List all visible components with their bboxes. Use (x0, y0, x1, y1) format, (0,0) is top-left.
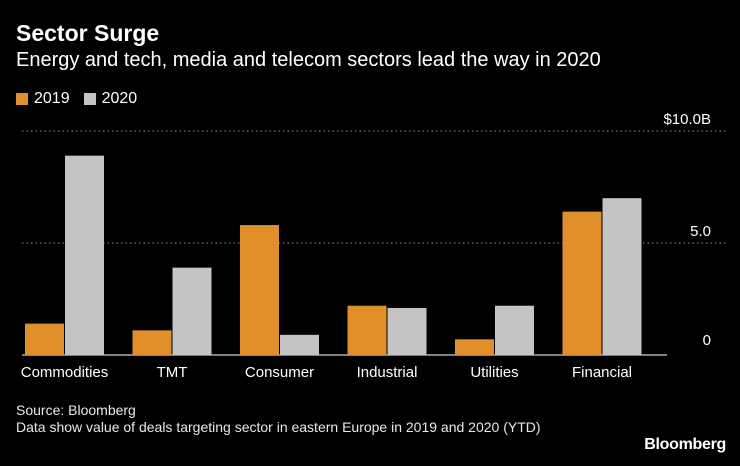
bar-commodities-2019 (25, 323, 64, 355)
y-tick-label-1: 5.0 (690, 223, 711, 240)
bar-industrial-2020 (387, 307, 427, 355)
bar-consumer-2019 (240, 225, 279, 355)
legend-swatch-2019 (16, 93, 28, 105)
x-tick-label-4: Utilities (470, 364, 518, 381)
chart-subtitle: Energy and tech, media and telecom secto… (16, 49, 601, 71)
legend-label-2020: 2020 (101, 90, 138, 107)
x-tick-label-2: Consumer (245, 364, 314, 381)
bar-commodities-2020 (65, 155, 104, 355)
legend-label-2019: 2019 (34, 90, 70, 107)
legend-item-2020: 2020 (83, 90, 138, 107)
y-tick-label-0: $10.0B (663, 111, 711, 128)
bloomberg-logo: Bloomberg (644, 436, 726, 453)
y-tick-label-2: 0 (703, 332, 711, 349)
bar-tmt-2019 (132, 330, 172, 355)
bar-financial-2020 (602, 198, 642, 355)
chart-title: Sector Surge (16, 20, 160, 46)
bar-consumer-2020 (280, 334, 319, 355)
bar-financial-2019 (562, 211, 602, 355)
bar-industrial-2019 (347, 305, 387, 355)
legend-item-2019: 2019 (16, 91, 70, 107)
x-tick-label-3: Industrial (357, 364, 418, 381)
bar-utilities-2020 (495, 305, 534, 355)
chart-footer: Source: Bloomberg Data show value of dea… (16, 402, 596, 436)
legend-swatch-2020 (83, 93, 96, 105)
x-tick-label-0: Commodities (21, 364, 109, 381)
source-note: Source: Bloomberg (16, 402, 136, 418)
data-note: Data show value of deals targeting secto… (16, 419, 541, 435)
x-tick-label-1: TMT (157, 364, 188, 381)
bar-utilities-2019 (455, 339, 494, 355)
chart-legend: 2019 2020 (16, 91, 151, 107)
x-tick-label-5: Financial (572, 364, 632, 381)
bar-tmt-2020 (172, 267, 212, 355)
